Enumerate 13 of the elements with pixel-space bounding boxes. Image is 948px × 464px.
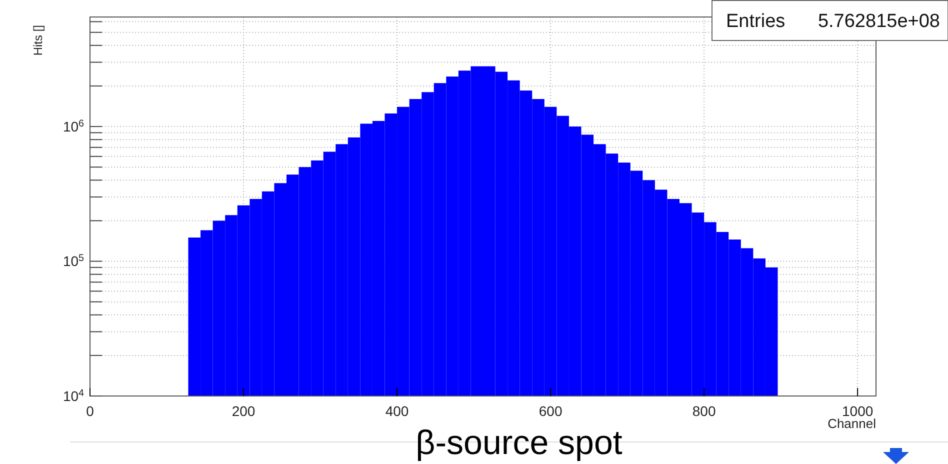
y-tick-label: 10$^{4}$ [62,387,85,404]
text: β-source spot [416,424,623,462]
x-tick-label: 400 [385,402,409,419]
y-tick-label: 10$^{6}$ [62,118,85,134]
x-axis-title: Channel [828,416,876,431]
y-axis-title: Hits [] [31,25,45,56]
x-tick-label: 800 [692,402,716,419]
x-tick-label: 200 [232,402,256,419]
y-tick-label: 10$^{5}$ [62,252,85,270]
text: Entries 5.762815e+08 [726,11,940,32]
x-tick-label: 600 [538,402,562,419]
x-tick-label: 0 [86,402,94,419]
x-tick-label: 1000 [842,402,874,419]
